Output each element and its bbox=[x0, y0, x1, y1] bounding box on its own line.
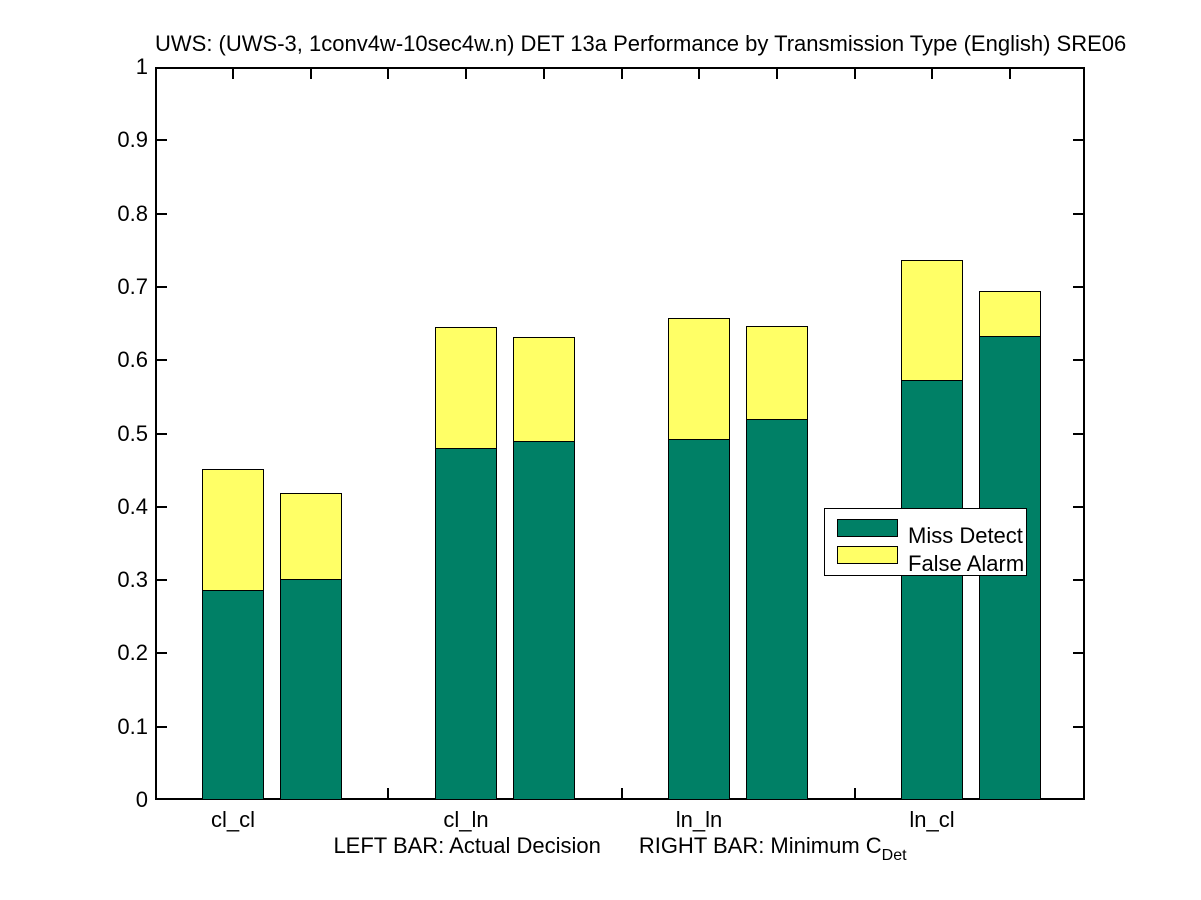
x-tick-mark-top bbox=[620, 69, 623, 79]
y-tick-mark bbox=[157, 359, 167, 362]
x-category-label: cl_cl bbox=[210, 807, 255, 832]
y-tick-label: 0 bbox=[135, 787, 148, 812]
y-tick-label: 0.3 bbox=[117, 567, 148, 593]
x-category-label: cl_ln bbox=[443, 807, 489, 832]
y-tick-mark-right bbox=[1073, 579, 1083, 582]
x-tick-mark-top bbox=[387, 69, 390, 79]
x-tick-mark-top bbox=[698, 69, 701, 79]
y-tick-mark bbox=[157, 285, 167, 288]
legend-label-miss-detect: Miss Detect bbox=[908, 523, 1023, 548]
y-tick-label: 0.8 bbox=[117, 200, 148, 226]
stacked-bar-ln_ln-left bbox=[668, 318, 730, 800]
y-tick-mark-right bbox=[1073, 285, 1083, 288]
y-tick-mark bbox=[157, 579, 167, 582]
bar-segment-miss-detect bbox=[669, 439, 729, 799]
x-tick-mark-top bbox=[931, 69, 934, 79]
x-axis-label-left: LEFT BAR: Actual Decision bbox=[333, 833, 601, 858]
x-category-label: ln_ln bbox=[675, 807, 723, 832]
legend-swatch-miss-detect bbox=[837, 519, 898, 537]
x-tick-mark-top bbox=[465, 69, 468, 79]
stacked-bar-cl_ln-right bbox=[513, 337, 575, 800]
chart-title: UWS: (UWS-3, 1conv4w-10sec4w.n) DET 13a … bbox=[155, 31, 1127, 56]
y-tick-label: 0.9 bbox=[117, 127, 148, 153]
x-tick-mark-top bbox=[853, 69, 856, 79]
x-tick-mark-top bbox=[232, 69, 234, 79]
x-tick-mark-top bbox=[775, 69, 778, 79]
x-tick-mark-bottom bbox=[387, 788, 390, 798]
y-tick-label: 0.4 bbox=[117, 493, 148, 519]
y-tick-label: 0.6 bbox=[117, 347, 148, 373]
x-axis-label: LEFT BAR: Actual Decision RIGHT BAR: Mini… bbox=[155, 833, 1085, 864]
y-tick-mark bbox=[157, 652, 167, 655]
bar-segment-miss-detect bbox=[281, 579, 341, 799]
x-tick-mark-top bbox=[1009, 69, 1011, 79]
y-tick-mark-right bbox=[1073, 139, 1083, 142]
y-tick-mark-right bbox=[1073, 505, 1083, 508]
y-tick-label: 0.5 bbox=[117, 420, 148, 446]
bar-segment-miss-detect bbox=[747, 419, 807, 799]
legend-swatch-false-alarm bbox=[837, 546, 898, 564]
y-tick-mark-right bbox=[1073, 212, 1083, 215]
y-tick-mark bbox=[157, 725, 167, 728]
x-category-label: ln_cl bbox=[909, 807, 955, 832]
x-tick-mark-top bbox=[309, 69, 312, 79]
x-tick-mark-top bbox=[542, 69, 545, 79]
y-tick-mark bbox=[157, 139, 167, 142]
y-tick-label: 0.2 bbox=[117, 640, 148, 666]
y-tick-mark-right bbox=[1073, 725, 1083, 728]
x-axis-label-right: RIGHT BAR: Minimum C bbox=[638, 833, 882, 858]
y-tick-mark bbox=[157, 432, 167, 435]
bar-segment-miss-detect bbox=[203, 590, 263, 799]
x-tick-mark-bottom bbox=[853, 788, 856, 798]
y-tick-mark-right bbox=[1073, 652, 1083, 655]
stacked-bar-ln_ln-right bbox=[746, 326, 808, 800]
bar-segment-miss-detect bbox=[514, 441, 574, 799]
bar-segment-miss-detect bbox=[902, 380, 962, 799]
x-axis-label-subscript: Det bbox=[881, 847, 907, 864]
y-tick-label: 0.7 bbox=[117, 273, 148, 299]
bar-segment-miss-detect bbox=[436, 448, 496, 799]
y-tick-label: 1 bbox=[135, 54, 148, 79]
y-tick-label: 0.1 bbox=[117, 713, 148, 739]
stacked-bar-cl_cl-left bbox=[202, 469, 264, 800]
stacked-bar-cl_cl-right bbox=[280, 493, 342, 800]
legend-label-false-alarm: False Alarm bbox=[908, 551, 1025, 576]
x-tick-mark-bottom bbox=[620, 788, 623, 798]
y-tick-mark bbox=[157, 505, 167, 508]
stacked-bar-cl_ln-left bbox=[435, 327, 497, 800]
y-tick-mark-right bbox=[1073, 432, 1083, 435]
legend-box: Miss Detect False Alarm bbox=[824, 508, 1027, 576]
y-tick-mark-right bbox=[1073, 359, 1083, 362]
y-tick-mark bbox=[157, 212, 167, 215]
